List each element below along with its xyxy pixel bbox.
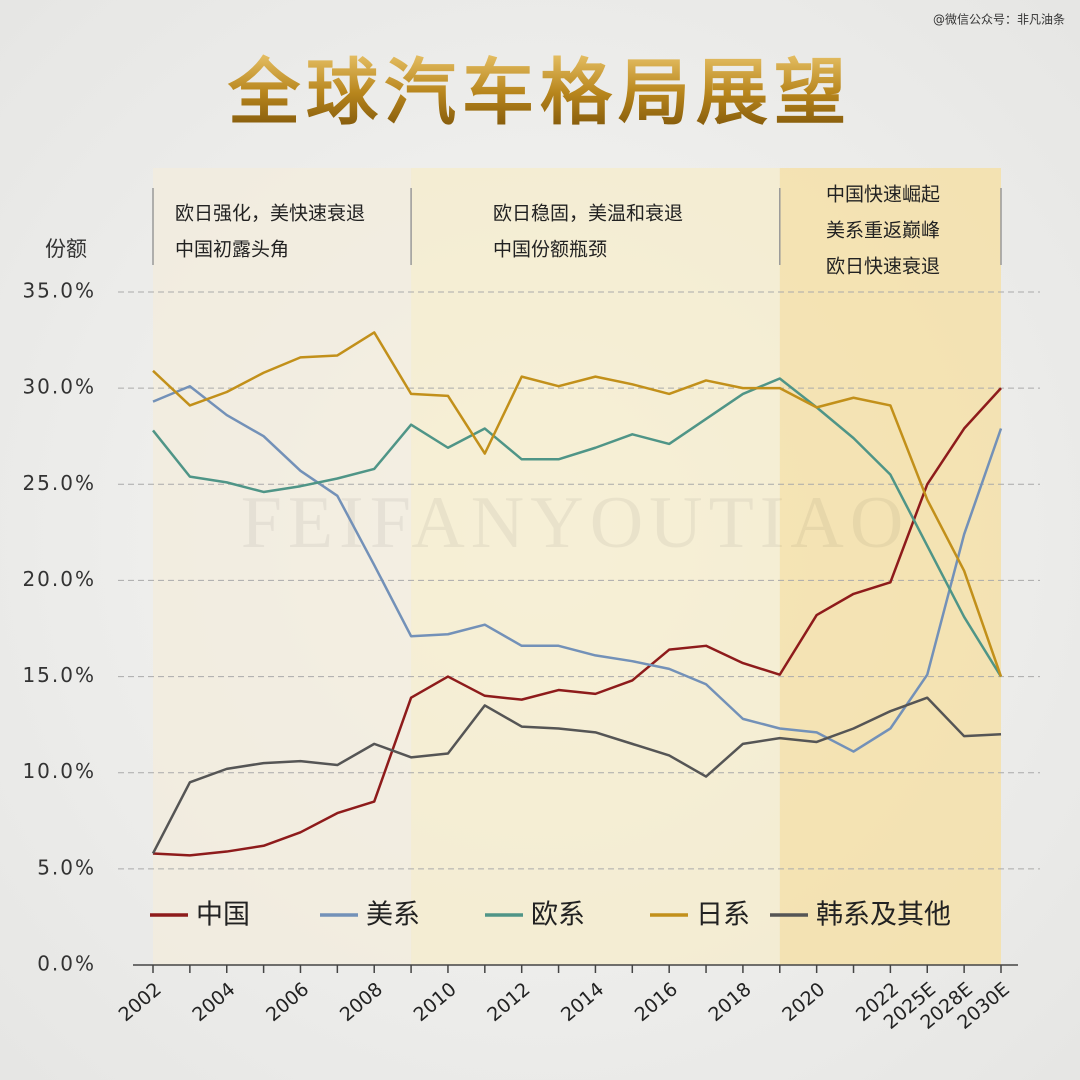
phase-annotation: 欧日强化，美快速衰退 [175, 203, 365, 225]
y-tick-label: 0.0% [37, 952, 96, 976]
source: @微信公众号：非凡油条 [933, 13, 1065, 27]
phase-annotation: 中国快速崛起 [826, 184, 940, 206]
phase-annotation: 欧日快速衰退 [826, 256, 940, 278]
legend-label: 欧系 [531, 900, 585, 931]
y-tick-label: 10.0% [22, 759, 96, 783]
legend-label: 美系 [366, 900, 420, 931]
series-line [152, 377, 1003, 678]
series-line [151, 696, 1002, 855]
y-tick-label: 20.0% [22, 567, 96, 591]
y-tick-label: 15.0% [22, 663, 96, 687]
phase-annotation: 中国初露头角 [175, 239, 289, 261]
series-line [152, 384, 1003, 753]
y-tick-label: 30.0% [22, 375, 96, 399]
phase-annotation: 中国份额瓶颈 [493, 239, 607, 261]
legend-label: 日系 [696, 900, 750, 931]
legend-label: 中国 [196, 900, 250, 931]
chart-title: 全球汽车格局展望 [227, 51, 852, 135]
series-line [152, 387, 1002, 857]
y-axis-label: 份额 [45, 237, 87, 261]
phase-annotation: 欧日稳固，美温和衰退 [493, 203, 683, 225]
y-tick-label: 35.0% [22, 279, 96, 303]
watermark: FEIFANYOUTIAO [241, 482, 910, 564]
phase-band [153, 168, 412, 965]
y-tick-label: 25.0% [22, 471, 96, 495]
phase-band [411, 168, 780, 965]
phase-band [779, 168, 1001, 965]
legend-label: 韩系及其他 [816, 900, 951, 931]
phase-annotation: 美系重返巅峰 [826, 220, 940, 242]
series-line [152, 331, 1003, 677]
y-tick-label: 5.0% [37, 855, 96, 879]
